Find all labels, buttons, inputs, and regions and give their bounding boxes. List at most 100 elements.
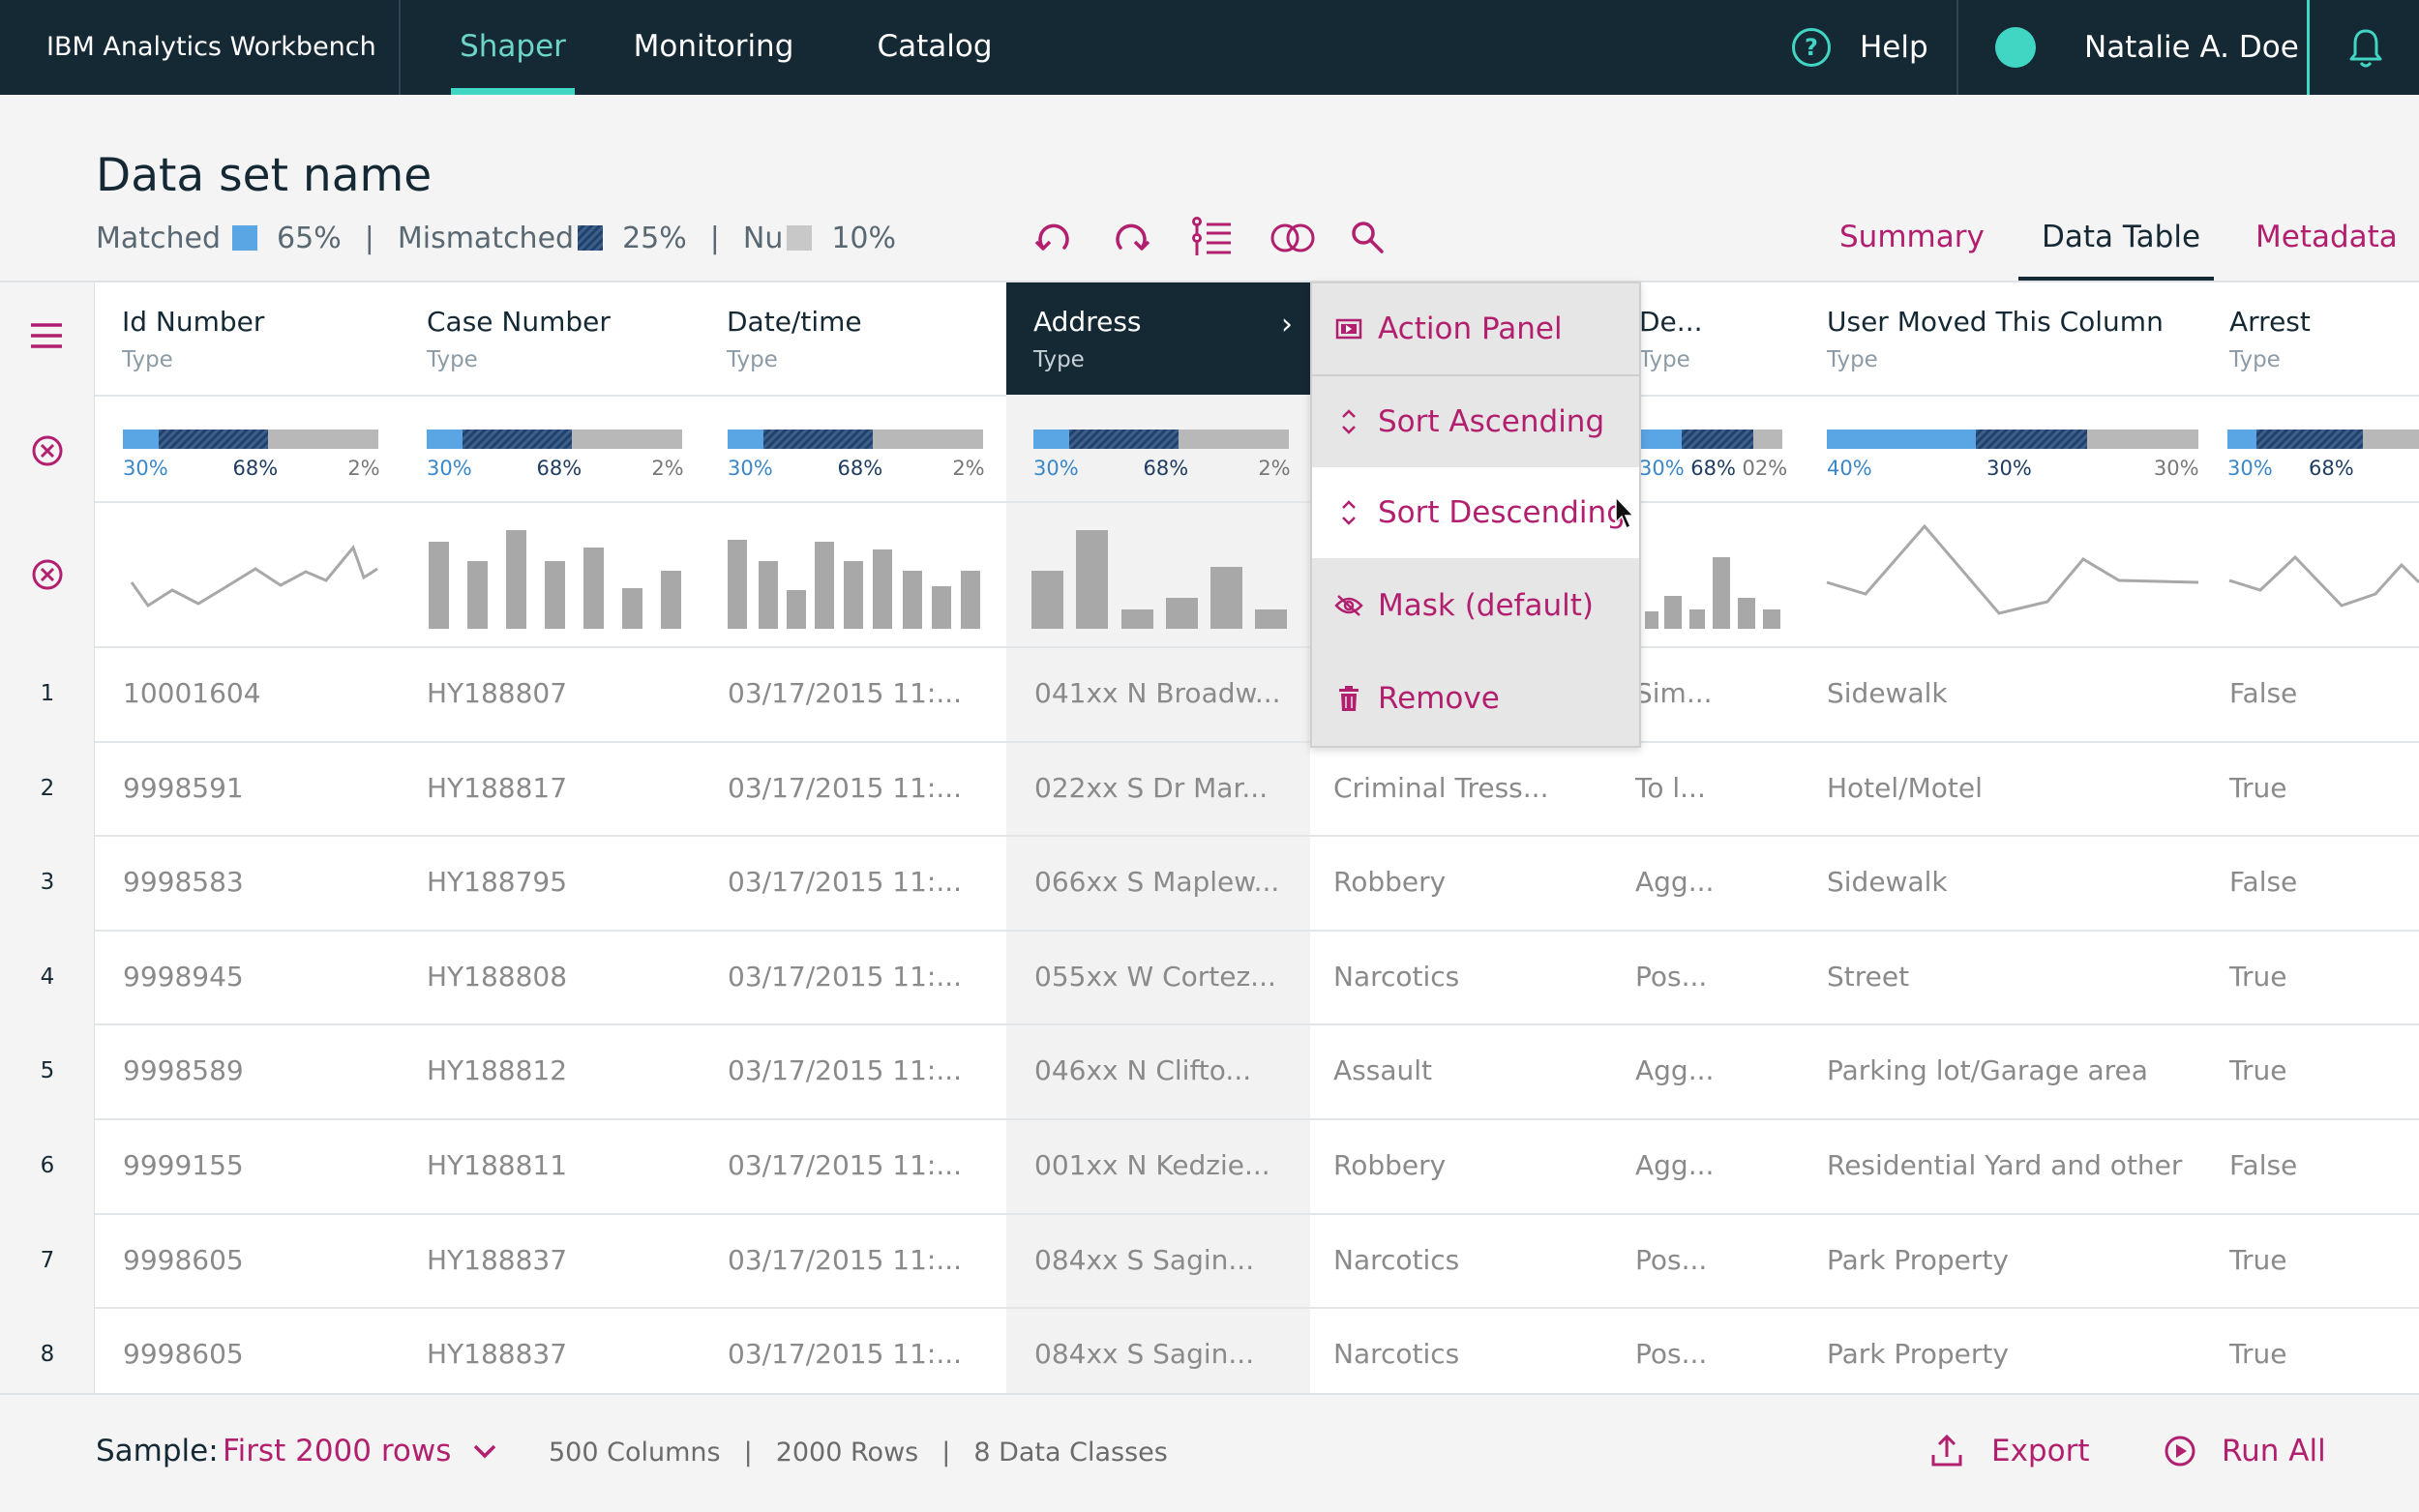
menu-item-sort-descending[interactable]: Sort Descending [1312, 467, 1639, 558]
sparkline-id-number [130, 545, 378, 608]
quality-percent-label: 30% [427, 457, 472, 480]
mouse-cursor-icon [1615, 495, 1635, 530]
quality-summary: Matched 65% | Mismatched 25% | Nu 10% [96, 219, 896, 257]
table-cell: 046xx N Clifto... [1034, 1054, 1252, 1087]
table-cell: 041xx N Broadw... [1034, 677, 1281, 709]
active-tab-indicator [451, 88, 575, 95]
table-cell: Pos... [1635, 1243, 1708, 1276]
quality-percent-label: 2% [1258, 457, 1291, 480]
quality-percent-label: 68% [1143, 457, 1189, 480]
brand[interactable]: IBM Analytics Workbench [46, 0, 376, 95]
row-number: 2 [40, 775, 55, 801]
menu-item-label: Sort Ascending [1378, 404, 1605, 439]
nav-tab-monitoring[interactable]: Monitoring [633, 29, 794, 64]
column-name: Address [1033, 306, 1142, 338]
table-cell: 055xx W Cortez... [1034, 960, 1276, 993]
nav-tab-catalog[interactable]: Catalog [877, 29, 993, 64]
column-header-description[interactable]: De... Type [1614, 282, 1807, 395]
row-number: 6 [40, 1153, 55, 1178]
avatar [1995, 27, 2036, 68]
close-quality-row-icon[interactable] [29, 432, 66, 469]
column-name: Id Number [122, 306, 265, 338]
column-name: Case Number [427, 306, 611, 338]
nav-tab-shaper[interactable]: Shaper [460, 29, 566, 64]
list-steps-icon [1192, 217, 1231, 255]
table-cell: 03/17/2015 11:... [728, 1243, 963, 1276]
user-menu[interactable]: Natalie A. Doe [1995, 26, 2299, 69]
table-cell: True [2229, 1054, 2287, 1087]
notifications-button[interactable] [2307, 0, 2419, 95]
table-cell: 03/17/2015 11:... [728, 1149, 963, 1181]
table-cell: HY188817 [427, 771, 568, 804]
table-cell: 9998589 [123, 1054, 244, 1087]
column-type: Type [1033, 347, 1085, 372]
table-cell: Hotel/Motel [1827, 771, 1983, 804]
tab-data-table[interactable]: Data Table [2042, 220, 2201, 254]
join-button[interactable] [1269, 215, 1349, 261]
close-distribution-row-icon[interactable] [29, 556, 66, 593]
table-cell: 022xx S Dr Mar... [1034, 771, 1269, 804]
column-header-id-number[interactable]: Id Number Type [95, 282, 400, 395]
menu-item-remove[interactable]: Remove [1312, 653, 1639, 744]
table-cell: Pos... [1635, 1338, 1708, 1371]
column-header-user-moved[interactable]: User Moved This Column Type [1800, 282, 2206, 395]
table-cell: False [2229, 1149, 2298, 1181]
column-header-arrest[interactable]: Arrest Type [2202, 282, 2419, 395]
divider [95, 395, 1006, 397]
table-cell: Agg... [1635, 1149, 1715, 1181]
help-link[interactable]: ? Help [1792, 26, 1928, 69]
chevron-right-icon[interactable]: › [1281, 308, 1293, 341]
quality-percent-label: 2% [347, 457, 380, 480]
export-button[interactable]: Export [1929, 1430, 2089, 1472]
quality-bar [728, 430, 983, 449]
stat-divider: | [364, 221, 374, 255]
tab-summary[interactable]: Summary [1839, 220, 1985, 254]
data-table: Id Number Type Case Number Type Date/tim… [0, 281, 2419, 1393]
table-cell: Agg... [1635, 866, 1715, 899]
table-cell: 03/17/2015 11:... [728, 677, 963, 709]
stat-divider: | [709, 221, 720, 255]
tab-metadata[interactable]: Metadata [2255, 220, 2398, 254]
quality-percent-label: 40% [1827, 457, 1872, 480]
column-name: Date/time [727, 306, 862, 338]
sort-icon [1342, 409, 1356, 434]
quality-percent-label: 30% [2227, 457, 2273, 480]
table-cell: 03/17/2015 11:... [728, 960, 963, 993]
steps-button[interactable] [1190, 215, 1269, 261]
column-type: Type [427, 347, 478, 372]
sample-value: First 2000 rows [223, 1434, 452, 1468]
menu-item-label: Sort Descending [1378, 495, 1626, 530]
histogram-date-time [728, 540, 980, 629]
column-header-case-number[interactable]: Case Number Type [400, 282, 700, 395]
column-count: 500 Columns [549, 1438, 721, 1468]
sample-dropdown[interactable]: First 2000 rows [223, 1434, 497, 1468]
null-swatch [787, 225, 813, 251]
redo-button[interactable] [1111, 215, 1190, 261]
column-name: Arrest [2229, 306, 2311, 338]
run-all-button[interactable]: Run All [2164, 1430, 2326, 1472]
nav-divider [1956, 0, 1958, 95]
search-icon [1352, 222, 1384, 253]
search-button[interactable] [1349, 215, 1428, 261]
quality-percent-label: 68% [837, 457, 883, 480]
quality-percent-label: 30% [123, 457, 168, 480]
undo-button[interactable] [1031, 215, 1111, 261]
column-header-address[interactable]: Address Type › [1006, 282, 1310, 395]
table-cell: HY188808 [427, 960, 568, 993]
table-cell: 9998591 [123, 771, 244, 804]
menu-item-mask[interactable]: Mask (default) [1312, 560, 1639, 651]
table-cell: 9998605 [123, 1338, 244, 1371]
quality-percent-label: 30% [1639, 457, 1685, 480]
sort-icon [1342, 500, 1356, 525]
menu-icon[interactable] [29, 321, 64, 350]
toolbar [1031, 215, 1428, 261]
menu-item-sort-ascending[interactable]: Sort Ascending [1312, 376, 1639, 467]
column-header-date-time[interactable]: Date/time Type [700, 282, 1006, 395]
matched-swatch [232, 225, 258, 251]
table-cell: Pos... [1635, 960, 1708, 993]
quality-percent-label: 68% [2309, 457, 2354, 480]
table-cell: 9998605 [123, 1243, 244, 1276]
menu-item-action-panel[interactable]: Action Panel [1312, 283, 1639, 374]
quality-bar [1827, 430, 2198, 449]
table-cell: To l... [1635, 771, 1706, 804]
